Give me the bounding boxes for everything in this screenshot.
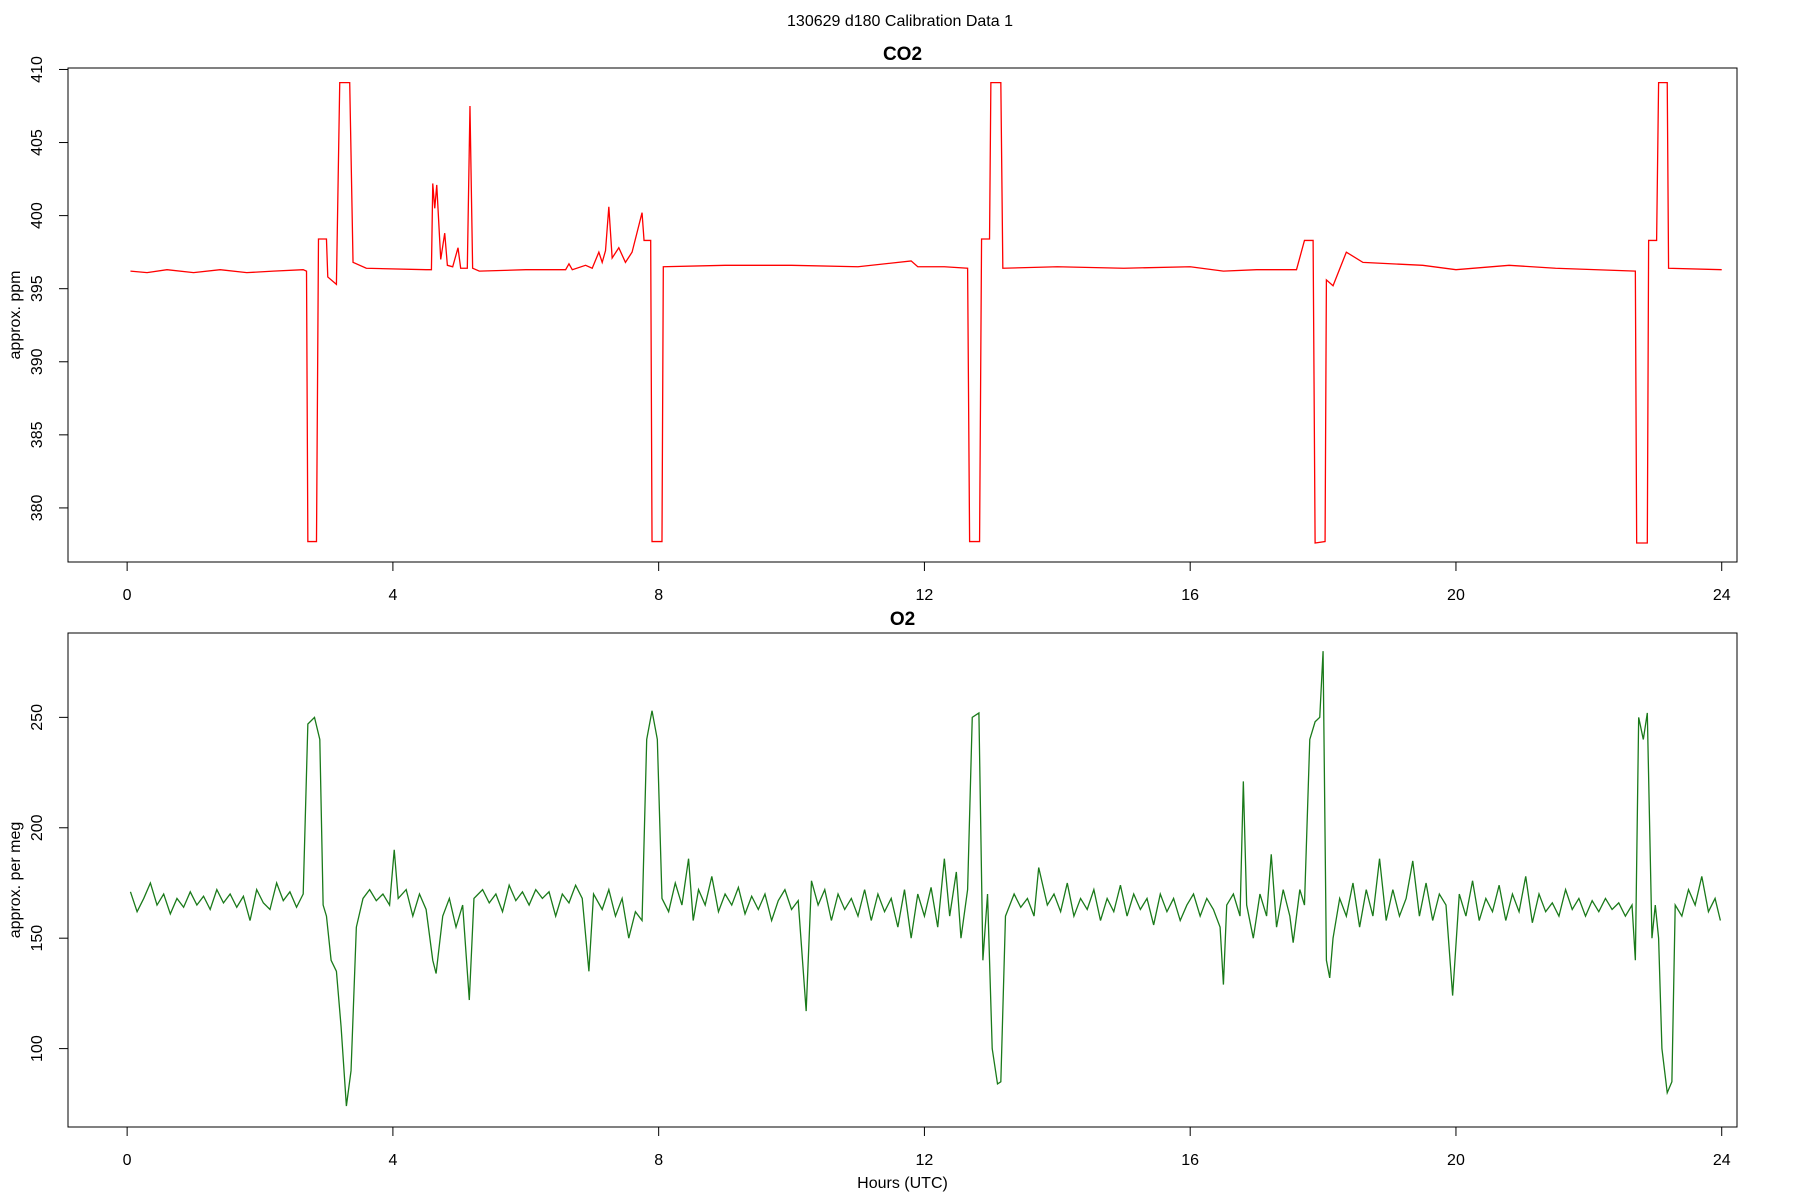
x-tick-label: 16 [1181, 587, 1199, 604]
x-tick-label: 20 [1447, 1152, 1465, 1169]
y-tick-label: 405 [29, 129, 46, 156]
x-tick-label: 4 [388, 1152, 397, 1169]
y-tick-label: 150 [29, 925, 46, 952]
y-tick-label: 385 [29, 421, 46, 448]
x-tick-label: 12 [916, 587, 934, 604]
y-tick-label: 100 [29, 1035, 46, 1062]
y-axis-label: approx. ppm [7, 271, 24, 360]
y-axis-label: approx. per meg [7, 822, 24, 939]
x-tick-label: 0 [123, 1152, 132, 1169]
figure-title: 130629 d180 Calibration Data 1 [787, 13, 1013, 30]
y-tick-label: 200 [29, 814, 46, 841]
chart-title: O2 [890, 609, 915, 630]
data-line [129, 651, 1722, 1107]
x-tick-label: 8 [654, 587, 663, 604]
y-tick-label: 395 [29, 275, 46, 302]
x-tick-label: 24 [1713, 587, 1731, 604]
x-tick-label: 12 [916, 1152, 934, 1169]
x-tick-label: 20 [1447, 587, 1465, 604]
x-axis-label: Hours (UTC) [857, 1175, 948, 1192]
x-tick-label: 4 [388, 587, 397, 604]
chart-title: CO2 [883, 44, 922, 65]
x-tick-label: 16 [1181, 1152, 1199, 1169]
y-tick-label: 410 [29, 56, 46, 83]
y-tick-label: 380 [29, 494, 46, 521]
plot-frame [67, 67, 1738, 563]
x-tick-label: 8 [654, 1152, 663, 1169]
y-tick-label: 250 [29, 704, 46, 731]
y-tick-label: 400 [29, 202, 46, 229]
plot-frame [67, 632, 1738, 1128]
x-tick-label: 24 [1713, 1152, 1731, 1169]
y-tick-label: 390 [29, 348, 46, 375]
data-line [130, 81, 1722, 544]
x-tick-label: 0 [123, 587, 132, 604]
